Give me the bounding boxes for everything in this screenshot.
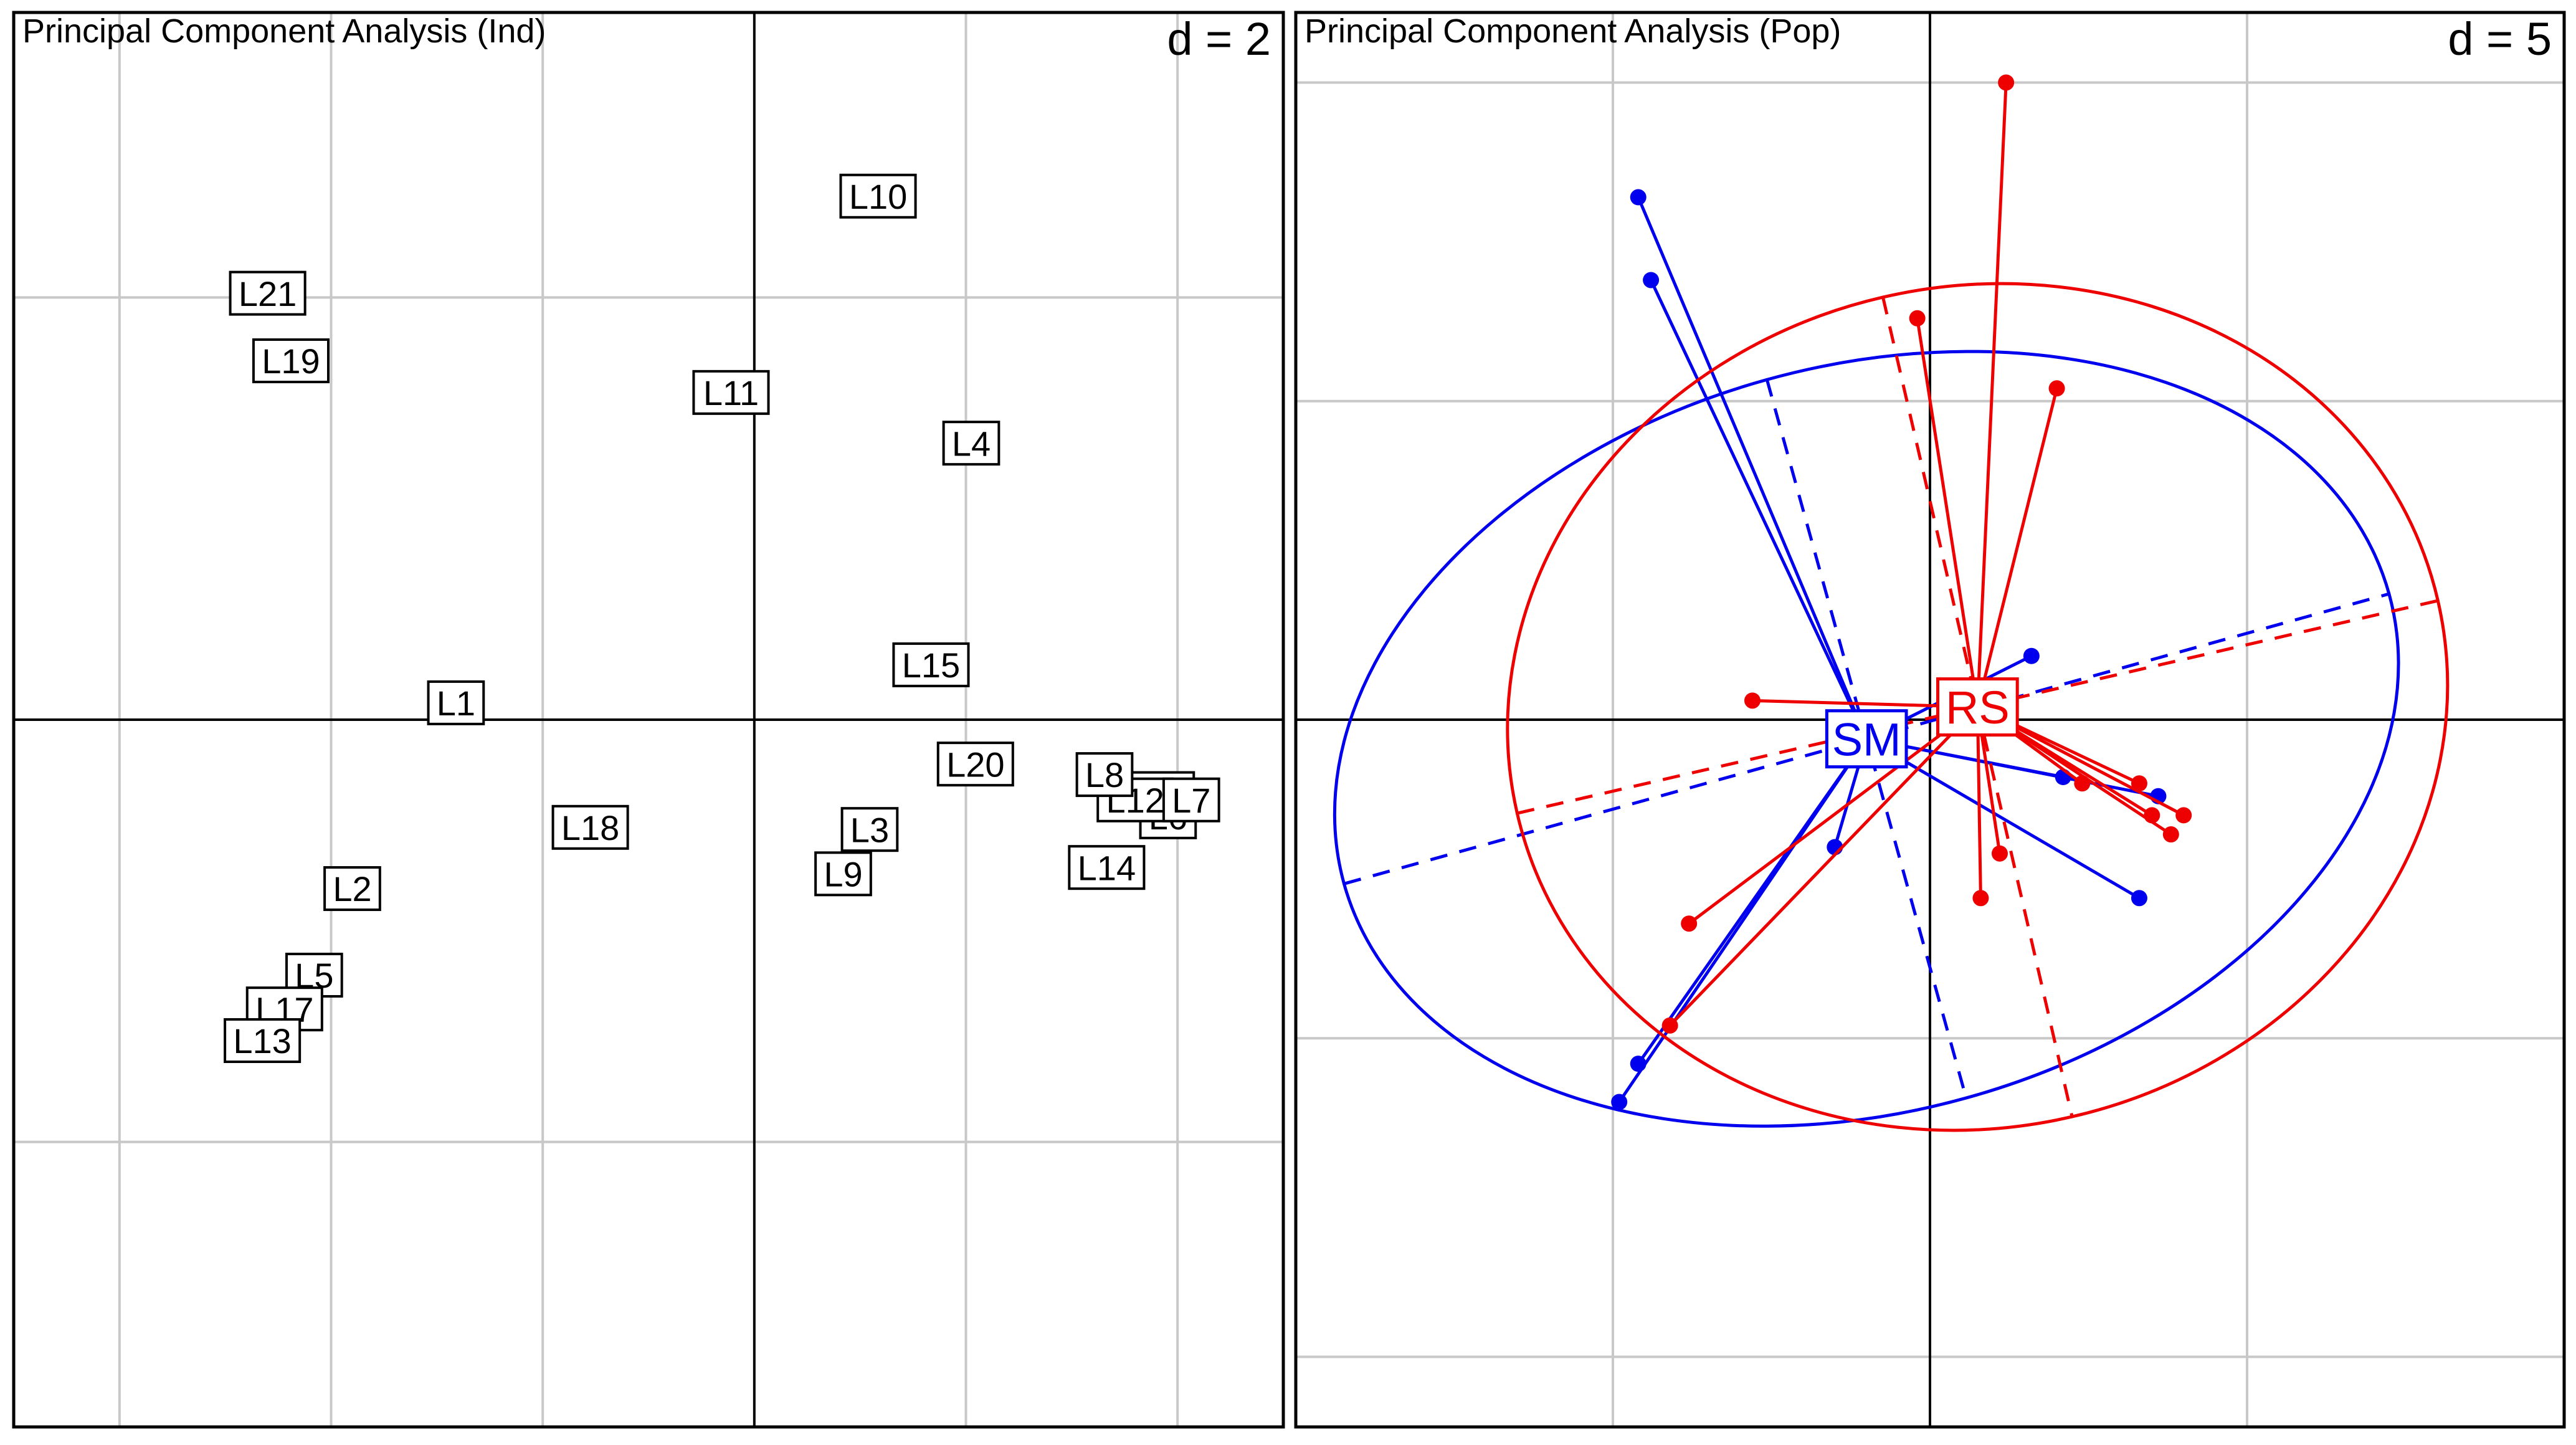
point-label-l3: L3 bbox=[840, 807, 899, 852]
point-label-box bbox=[1068, 845, 1146, 890]
point-label-text: L4 bbox=[952, 424, 991, 463]
pca-individuals-panel: L10L21L19L11L4L15L1L20L16L6L12L8L7L18L3L… bbox=[12, 11, 1285, 1429]
individual-point bbox=[2131, 890, 2147, 907]
population-groups: SM RS bbox=[1333, 74, 2450, 1132]
individual-point bbox=[1681, 915, 1698, 932]
point-labels: L10L21L19L11L4L15L1L20L16L6L12L8L7L18L3L… bbox=[224, 173, 1220, 1063]
point-label-box bbox=[892, 642, 970, 687]
point-label-text: L15 bbox=[902, 646, 960, 685]
point-label-l2: L2 bbox=[323, 866, 381, 912]
star-segment bbox=[1975, 388, 2059, 708]
point-label-l13: L13 bbox=[224, 1018, 302, 1063]
star-segment bbox=[1975, 82, 2008, 707]
point-label-l4: L4 bbox=[942, 421, 1000, 466]
point-label-box bbox=[551, 804, 629, 850]
panel-title: Principal Component Analysis (Ind) bbox=[22, 12, 546, 50]
point-label-box bbox=[224, 1018, 302, 1063]
individual-point bbox=[1909, 310, 1926, 327]
point-label-box bbox=[229, 270, 307, 316]
group-label-box bbox=[1825, 709, 1908, 769]
grid-size-label: d = 2 bbox=[1167, 13, 1271, 65]
point-label-box bbox=[936, 742, 1014, 787]
point-label-l15: L15 bbox=[892, 642, 970, 687]
panel-title: Principal Component Analysis (Pop) bbox=[1305, 12, 1841, 50]
individual-point bbox=[2131, 775, 2147, 792]
individual-point bbox=[1991, 845, 2008, 862]
individual-point bbox=[1643, 272, 1660, 289]
individual-point bbox=[2048, 380, 2065, 397]
point-label-l9: L9 bbox=[814, 851, 872, 897]
point-label-text: L3 bbox=[850, 810, 889, 849]
point-label-box bbox=[427, 680, 485, 725]
point-label-text: L14 bbox=[1078, 848, 1136, 887]
group-label-sm: SM bbox=[1825, 709, 1908, 769]
group-label-text: RS bbox=[1946, 682, 2010, 733]
ellipse-major-axis bbox=[1516, 599, 2438, 815]
point-label-text: L13 bbox=[233, 1021, 291, 1061]
point-label-l10: L10 bbox=[839, 173, 917, 219]
individual-point bbox=[1744, 692, 1761, 709]
point-label-l18: L18 bbox=[551, 804, 629, 850]
point-label-box bbox=[1162, 777, 1220, 823]
origin-axes bbox=[14, 12, 1283, 1427]
star-segment bbox=[1688, 705, 1979, 925]
point-label-text: L11 bbox=[703, 373, 759, 413]
point-label-box bbox=[814, 851, 872, 897]
point-label-box bbox=[252, 338, 330, 384]
star-segment bbox=[1649, 279, 1868, 740]
individual-point bbox=[1998, 74, 2015, 91]
star-segment bbox=[1637, 738, 1868, 1065]
point-label-l21: L21 bbox=[229, 270, 307, 316]
group-label-box bbox=[1936, 677, 2019, 737]
point-label-l8: L8 bbox=[1075, 752, 1134, 798]
point-label-text: L19 bbox=[262, 341, 320, 381]
point-label-text: L18 bbox=[561, 808, 619, 847]
star-segment bbox=[1865, 737, 2141, 900]
group-label-text: SM bbox=[1832, 713, 1901, 765]
point-label-box bbox=[942, 421, 1000, 466]
star-segment bbox=[1916, 318, 1979, 707]
star-segment bbox=[1866, 737, 2159, 798]
individual-point bbox=[2074, 775, 2091, 792]
star-segment bbox=[1637, 196, 1868, 740]
point-label-box bbox=[692, 370, 770, 415]
point-label-l1: L1 bbox=[427, 680, 485, 725]
point-label-text: L21 bbox=[239, 274, 297, 313]
panel-frame bbox=[1294, 11, 2566, 1429]
point-label-text: L7 bbox=[1172, 781, 1210, 820]
point-label-box bbox=[840, 807, 899, 852]
group-label-rs: RS bbox=[1936, 677, 2019, 737]
individual-point bbox=[1611, 1094, 1628, 1110]
point-label-box bbox=[839, 173, 917, 219]
point-label-box bbox=[323, 866, 381, 912]
point-label-text: L10 bbox=[849, 177, 907, 216]
point-label-text: L2 bbox=[333, 869, 371, 908]
point-label-l11: L11 bbox=[692, 370, 770, 415]
point-label-text: L20 bbox=[946, 745, 1004, 784]
point-label-box bbox=[1075, 752, 1134, 798]
individual-point bbox=[2023, 647, 2040, 664]
individual-point bbox=[1630, 189, 1647, 206]
point-label-text: L8 bbox=[1085, 755, 1124, 794]
grid-size-label: d = 5 bbox=[2448, 13, 2552, 65]
point-label-l14: L14 bbox=[1068, 845, 1146, 890]
individual-point bbox=[1972, 890, 1989, 907]
star-segment bbox=[1668, 705, 1979, 1027]
point-label-l7: L7 bbox=[1162, 777, 1220, 823]
point-label-text: L9 bbox=[824, 854, 862, 894]
individual-point bbox=[1661, 1017, 1678, 1034]
individual-point bbox=[2175, 807, 2192, 824]
star-segment bbox=[1975, 707, 1982, 899]
individual-point bbox=[2162, 826, 2179, 843]
point-label-text: L1 bbox=[437, 684, 475, 723]
individual-point bbox=[1630, 1056, 1647, 1072]
panel-frame bbox=[12, 11, 1285, 1429]
point-label-l19: L19 bbox=[252, 338, 330, 384]
point-label-l20: L20 bbox=[936, 742, 1014, 787]
